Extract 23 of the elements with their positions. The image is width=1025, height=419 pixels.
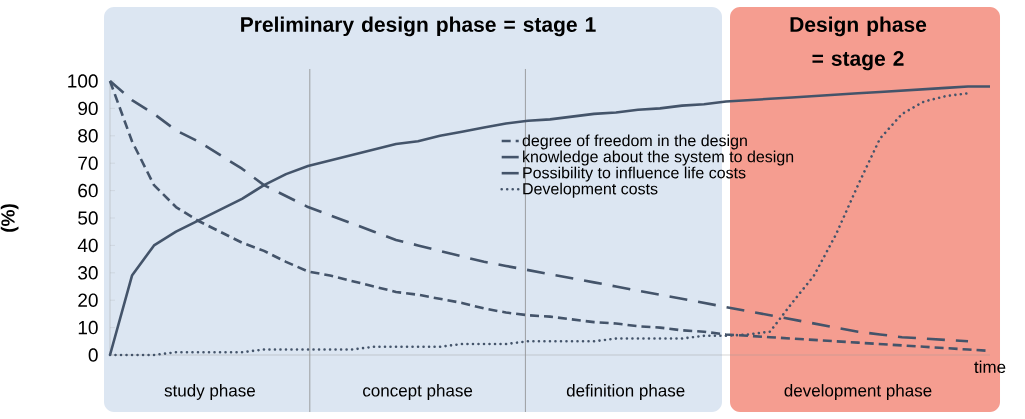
text: Preliminary design phase = stage 1 [241,16,596,37]
y-tick-label: 100 [68,74,98,88]
text: study phase [164,384,255,400]
legend-label: degree of freedom in the design [522,134,747,150]
y-tick-label: 40 [77,238,98,253]
legend-label: knowledge about the system to design [523,150,794,166]
y-tick-label: 0 [88,348,98,362]
y-tick-label: 30 [78,266,98,280]
y-tick-label: 20 [78,293,98,307]
y-axis-title: (%) [0,204,19,232]
y-tick-label: 50 [78,211,98,225]
text: definition phase [566,384,685,400]
y-tick-label: 60 [78,183,98,198]
x-axis-title: time [974,360,1006,374]
text: development phase [784,384,932,400]
y-tick-label: 80 [78,129,98,143]
text: concept phase [363,384,473,400]
y-tick-label: 90 [78,101,98,116]
legend-label: Possibility to influence life costs [523,166,746,182]
text: Design phase = stage 2 [790,16,927,71]
y-tick-label: 10 [78,320,98,335]
legend-label: Development costs [523,182,658,198]
y-tick-label: 70 [78,156,98,170]
